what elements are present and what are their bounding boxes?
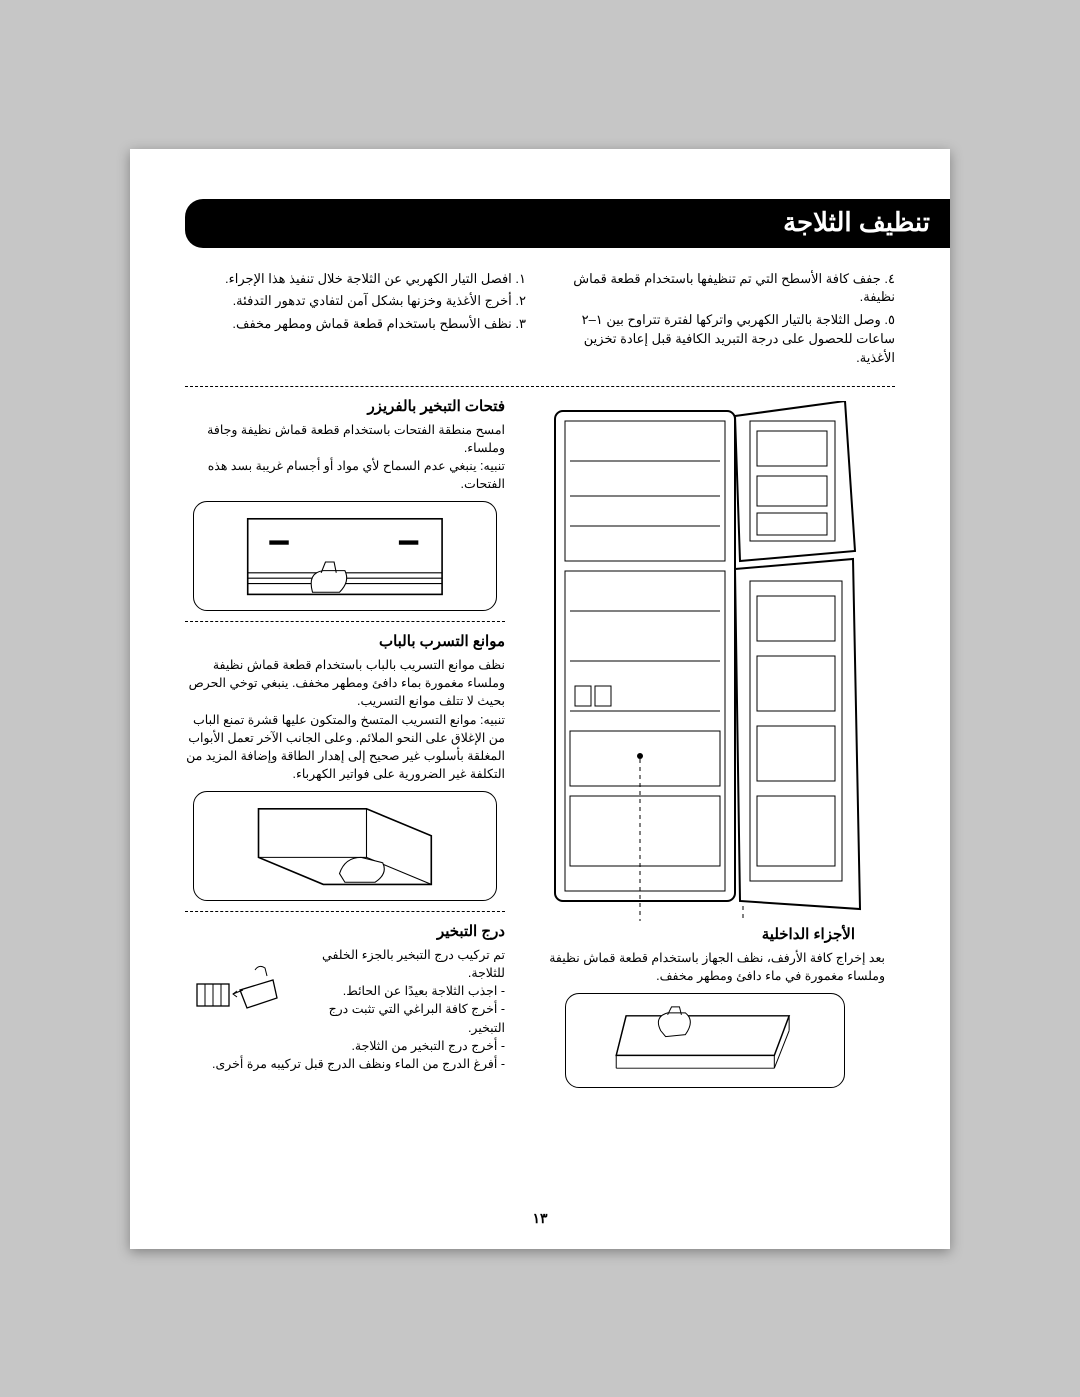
intro-step-5: ٥. وصل الثلاجة بالتيار الكهربي واتركها ل…	[554, 311, 895, 368]
left-column: الأجزاء الداخلية بعد إخراج كافة الأرفف، …	[515, 397, 895, 1094]
intro-col-right: ١. افصل التيار الكهربي عن الثلاجة خلال ت…	[185, 270, 526, 372]
dashed-separator	[185, 911, 505, 912]
intro-col-left: ٤. جفف كافة الأسطح التي تم تنظيفها باستخ…	[554, 270, 895, 372]
intro-step-4: ٤. جفف كافة الأسطح التي تم تنظيفها باستخ…	[554, 270, 895, 308]
fridge-illustration	[545, 401, 865, 921]
dashed-separator	[185, 386, 895, 387]
intro-step-2: ٢. أخرج الأغذية وخزنها بشكل آمن لتفادي ت…	[185, 292, 526, 311]
sec4-body: بعد إخراج كافة الأرفف، نظف الجهاز باستخد…	[525, 949, 885, 985]
sec1-illustration	[193, 501, 497, 611]
intro-step-1: ١. افصل التيار الكهربي عن الثلاجة خلال ت…	[185, 270, 526, 289]
sec4-heading: الأجزاء الداخلية	[515, 925, 855, 943]
page-title-bar: تنظيف الثلاجة	[185, 199, 950, 248]
dashed-separator	[185, 621, 505, 622]
interior-cleaning-icon	[587, 1001, 823, 1080]
sec1-heading: فتحات التبخير بالفريزر	[185, 397, 505, 415]
manual-page: تنظيف الثلاجة ١. افصل التيار الكهربي عن …	[130, 149, 950, 1249]
sec3-heading: درج التبخير	[185, 922, 505, 940]
sec4-illustration	[565, 993, 845, 1088]
freezer-vents-icon	[209, 508, 481, 605]
page-number: ١٣	[532, 1210, 547, 1227]
refrigerator-icon	[545, 401, 865, 921]
intro-row: ١. افصل التيار الكهربي عن الثلاجة خلال ت…	[185, 270, 895, 372]
main-area: فتحات التبخير بالفريزر امسح منطقة الفتحا…	[185, 397, 895, 1094]
intro-step-3: ٣. نظف الأسطح باستخدام قطعة قماش ومطهر م…	[185, 315, 526, 334]
sec2-heading: موانع التسرب بالباب	[185, 632, 505, 650]
page-title: تنظيف الثلاجة	[783, 207, 930, 237]
sec2-body: نظف موانع التسريب بالباب باستخدام قطعة ق…	[185, 656, 505, 783]
sec3-content: تم تركيب درج التبخير بالجزء الخلفي للثلا…	[185, 946, 505, 1081]
sec3-illustration	[185, 950, 285, 1030]
door-gasket-icon	[209, 798, 481, 895]
sec2-illustration	[193, 791, 497, 901]
sec1-body: امسح منطقة الفتحات باستخدام قطعة قماش نظ…	[185, 421, 505, 494]
right-column: فتحات التبخير بالفريزر امسح منطقة الفتحا…	[185, 397, 505, 1094]
evap-tray-icon	[185, 950, 285, 1030]
